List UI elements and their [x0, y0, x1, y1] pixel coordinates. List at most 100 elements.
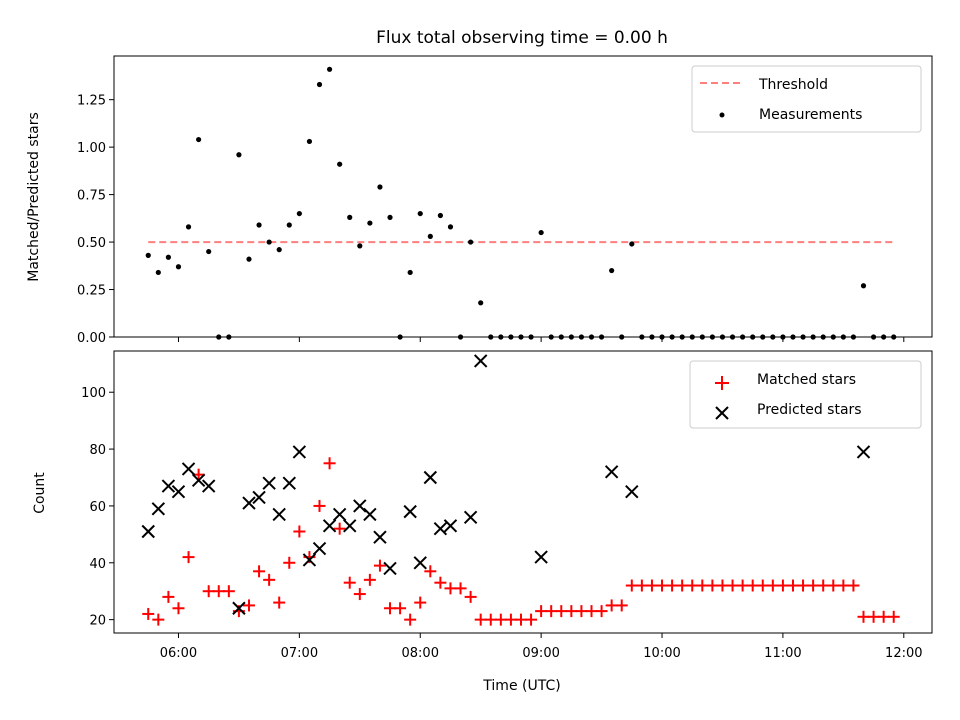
predicted-star-stroke: [282, 476, 296, 490]
ratio-y-tick-label: 1.25: [77, 94, 106, 109]
predicted-star-point: [312, 541, 327, 556]
matched-star-point: [706, 579, 719, 592]
count-legend: Matched stars Predicted stars: [689, 360, 922, 429]
measurement-point: [367, 220, 373, 226]
predicted-star-stroke: [302, 553, 317, 567]
legend-measurements-swatch: [719, 112, 725, 118]
matched-star-point: [202, 585, 215, 598]
x-tick-label: 10:00: [643, 646, 680, 661]
matched-star-point: [444, 582, 457, 595]
matched-star-point: [353, 588, 366, 601]
matched-star-point: [625, 579, 638, 592]
measurement-point: [538, 229, 544, 236]
matched-star-point: [656, 579, 669, 592]
predicted-star-stroke: [534, 550, 548, 564]
legend-matched-swatch: [715, 376, 729, 390]
predicted-star-point: [373, 530, 387, 544]
predicted-star-point: [403, 504, 417, 519]
matched-star-point: [545, 605, 558, 618]
count-plot-frame: [113, 350, 933, 634]
ratio-marks: [145, 66, 897, 340]
matched-star-point: [857, 610, 870, 623]
predicted-star-point: [242, 496, 256, 510]
legend-predicted-swatch: [715, 406, 729, 420]
matched-star-point: [887, 610, 900, 623]
matched-star-point: [847, 579, 860, 592]
matched-star-point: [766, 579, 779, 592]
matched-star-point: [514, 613, 527, 626]
predicted-star-point: [191, 473, 206, 488]
predicted-star-stroke: [363, 507, 377, 522]
x-axis-label: Time (UTC): [482, 678, 560, 694]
predicted-star-point: [181, 462, 196, 476]
count-y-tick-label: 80: [89, 443, 106, 458]
predicted-star-point: [262, 476, 276, 490]
matched-star-point: [817, 579, 830, 592]
predicted-star-point: [252, 490, 266, 505]
matched-star-point: [253, 565, 266, 578]
measurement-point: [407, 269, 413, 276]
ratio-legend-box: [691, 65, 922, 133]
predicted-star-stroke: [423, 470, 438, 485]
ratio-y-axis-label: Matched/Predicted stars: [26, 112, 42, 282]
ratio-y-tick-label: 0.75: [77, 189, 106, 204]
matched-star-point: [454, 582, 467, 595]
predicted-star-stroke: [191, 473, 206, 488]
predicted-star-stroke: [373, 530, 387, 544]
predicted-star-point: [292, 445, 307, 459]
predicted-star-stroke: [171, 485, 186, 499]
predicted-star-point: [302, 553, 317, 567]
matched-star-point: [414, 596, 427, 609]
matched-star-point: [172, 602, 185, 615]
predicted-star-stroke: [343, 519, 357, 533]
measurement-point: [347, 214, 353, 220]
count-axes: 20 40 60 80 100 06:00 07:00 08:00 09:00 10:00 11:0…: [81, 386, 922, 661]
predicted-star-stroke: [383, 561, 397, 576]
predicted-star-stroke: [252, 490, 266, 505]
matched-star-point: [494, 613, 507, 626]
matched-star-point: [615, 599, 628, 612]
matched-star-point: [746, 579, 759, 592]
measurement-point: [609, 267, 615, 274]
matched-star-point: [273, 596, 286, 609]
ratio-panel: 0.00 0.25 0.50 0.75 1.00 1.25 Matched/Predict…: [26, 55, 933, 346]
predicted-star-stroke: [856, 445, 871, 459]
matched-star-point: [565, 605, 578, 618]
predicted-star-point: [282, 476, 296, 490]
measurement-point: [196, 136, 202, 143]
predicted-star-point: [534, 550, 548, 564]
ratio-plot-frame: [113, 55, 933, 338]
x-tick-label: 09:00: [522, 646, 559, 661]
measurement-point: [377, 184, 383, 190]
matched-star-point: [696, 579, 709, 592]
ratio-y-tick-label: 0.00: [77, 331, 106, 346]
predicted-star-point: [151, 502, 166, 516]
predicted-star-point: [473, 354, 488, 368]
ratio-axes: 0.00 0.25 0.50 0.75 1.00 1.25: [77, 94, 905, 346]
predicted-star-point: [433, 521, 448, 536]
matched-star-point: [807, 579, 820, 592]
matched-star-point: [263, 573, 276, 586]
predicted-star-stroke: [413, 556, 427, 570]
predicted-star-stroke: [473, 354, 488, 368]
matched-star-point: [474, 613, 487, 626]
matched-star-point: [736, 579, 749, 592]
predicted-star-stroke: [151, 502, 166, 516]
measurement-point: [427, 233, 433, 239]
predicted-star-point: [322, 519, 337, 533]
chart-title: Flux total observing time = 0.00 h: [376, 28, 668, 48]
measurement-point: [357, 243, 363, 249]
predicted-star-stroke: [141, 524, 155, 539]
matched-star-point: [182, 551, 195, 564]
matched-star-point: [323, 457, 336, 470]
x-tick-label: 11:00: [764, 646, 801, 661]
matched-star-point: [313, 499, 326, 512]
predicted-star-point: [201, 479, 216, 493]
measurement-point: [256, 222, 262, 228]
matched-star-point: [162, 590, 175, 603]
measurement-point: [417, 210, 423, 217]
measurement-point: [316, 81, 323, 88]
predicted-star-point: [272, 507, 286, 522]
matched-star-point: [222, 585, 235, 598]
